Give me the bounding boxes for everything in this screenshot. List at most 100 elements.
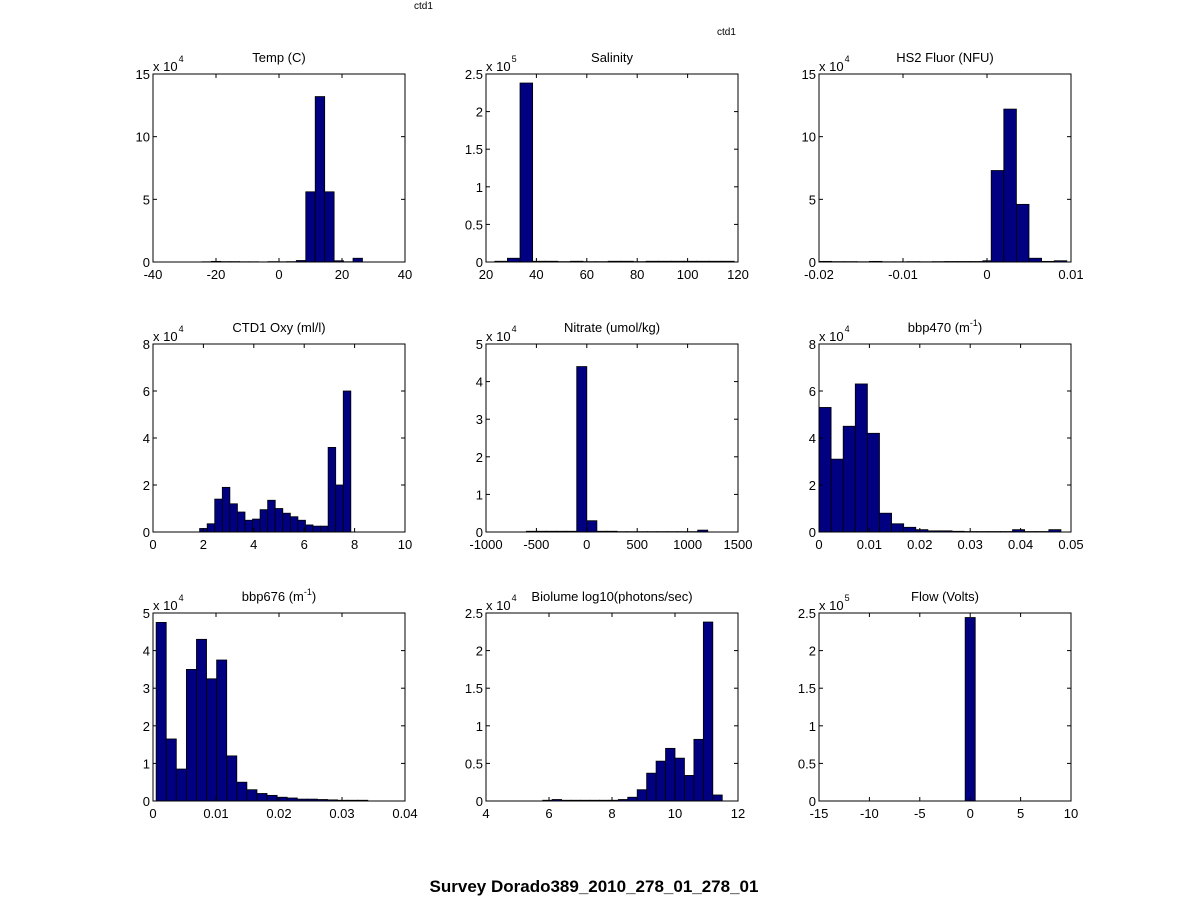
histogram-bar (842, 425, 856, 533)
histogram-bar (305, 524, 314, 533)
x-tick-label: 0 (815, 537, 822, 552)
y-tick-label: 0 (476, 525, 483, 540)
y-tick-label: 0.5 (465, 217, 483, 232)
chart-title: Nitrate (umol/kg) (564, 320, 660, 335)
x-tick-label: 0 (275, 267, 282, 282)
chart-title-text: HS2 Fluor (NFU) (896, 50, 994, 65)
x-tick-label: 60 (580, 267, 594, 282)
histogram-bar (576, 366, 588, 533)
chart-title: HS2 Fluor (NFU) (896, 50, 994, 65)
histogram-bar (702, 621, 714, 802)
y-tick-label: 0.5 (465, 756, 483, 771)
histogram-bar (627, 796, 638, 802)
y-axis-exponent: x 104 (819, 54, 850, 74)
y-tick-label: 0 (143, 525, 150, 540)
histogram-bar (206, 678, 218, 802)
histogram-bar (335, 484, 344, 533)
chart-title-text: Nitrate (umol/kg) (564, 320, 660, 335)
y-tick-label: 1.5 (798, 681, 816, 696)
axes-box (485, 343, 739, 533)
y-tick-label: 2.5 (465, 67, 483, 82)
y-tick-label: 0 (143, 255, 150, 270)
y-tick-label: 2 (476, 105, 483, 120)
chart-title: Biolume log10(photons/sec) (531, 589, 692, 604)
axes-box (485, 73, 739, 263)
x-tick-label: 8 (608, 806, 615, 821)
figure-tag-top: ctd1 (414, 1, 433, 12)
x-tick-label: -0.01 (888, 267, 918, 282)
histogram-bar (674, 757, 685, 802)
chart-title: Salinity (591, 50, 633, 65)
histogram-bar (352, 257, 363, 263)
y-tick-label: 6 (143, 384, 150, 399)
y-tick-label: 0 (476, 255, 483, 270)
x-tick-label: -0.02 (804, 267, 834, 282)
y-tick-label: 8 (143, 337, 150, 352)
histogram-bar (305, 191, 316, 263)
x-tick-label: 0.03 (329, 806, 354, 821)
y-tick-label: 1 (476, 180, 483, 195)
y-axis-exponent-power: 4 (179, 54, 184, 64)
chart-title: CTD1 Oxy (ml/l) (232, 320, 325, 335)
y-axis-exponent-power: 4 (179, 593, 184, 603)
x-tick-label: 0 (983, 267, 990, 282)
y-tick-label: 4 (143, 644, 150, 659)
y-axis-exponent: x 105 (486, 54, 517, 74)
chart-title-superscript: -1 (970, 318, 978, 328)
histogram-bar (665, 747, 676, 802)
y-tick-label: 15 (136, 67, 150, 82)
axes-box (818, 73, 1072, 263)
chart-title: Temp (C) (252, 50, 305, 65)
histogram-bar (175, 768, 187, 802)
y-tick-label: 0 (809, 525, 816, 540)
histogram-bar (216, 659, 228, 802)
x-tick-label: 100 (677, 267, 699, 282)
chart-title-text: Biolume log10(photons/sec) (531, 589, 692, 604)
chart-title-text: CTD1 Oxy (ml/l) (232, 320, 325, 335)
x-tick-label: 80 (630, 267, 644, 282)
y-tick-label: 2 (143, 478, 150, 493)
y-axis-exponent: x 104 (819, 324, 850, 344)
histogram-bar (646, 772, 657, 802)
y-tick-label: 1 (476, 487, 483, 502)
figure-title: Survey Dorado389_2010_278_01_278_01 (430, 877, 759, 896)
x-tick-label: 6 (545, 806, 552, 821)
histogram-bar (327, 446, 337, 533)
x-tick-label: -40 (144, 267, 163, 282)
histogram-bar (854, 383, 868, 533)
y-tick-label: 4 (809, 431, 816, 446)
y-tick-label: 0 (143, 794, 150, 809)
x-tick-label: 20 (335, 267, 349, 282)
histogram-bar (1028, 257, 1043, 263)
x-tick-label: 10 (398, 537, 412, 552)
chart-title-close: ) (978, 320, 982, 335)
x-tick-label: 0.03 (958, 537, 983, 552)
chart-panel-5: -1000 -500 0 500 1000 1500 0 1 2 3 4 5x 104 Nitrate … (469, 320, 752, 552)
histogram-bar (165, 738, 177, 802)
histogram-bar (206, 523, 216, 533)
chart-title-close: ) (312, 589, 316, 604)
chart-panel-9: -15 -10 -5 0 5 10 0 0.5 1 1.5 2 2.5x 105 Flow (Volts… (798, 589, 1078, 821)
y-axis-exponent-power: 4 (845, 324, 850, 334)
y-tick-label: 2.5 (465, 606, 483, 621)
histogram-bar (693, 738, 704, 802)
histogram-bar (818, 407, 832, 533)
y-axis-exponent-power: 4 (845, 54, 850, 64)
x-tick-label: 1000 (673, 537, 702, 552)
axes-box (818, 612, 1072, 802)
histogram-bar (712, 794, 723, 802)
x-tick-label: 4 (482, 806, 489, 821)
x-tick-label: 40 (398, 267, 412, 282)
y-tick-label: 2 (143, 719, 150, 734)
x-tick-label: 0.04 (1008, 537, 1033, 552)
x-tick-label: 8 (351, 537, 358, 552)
histogram-bar (1003, 108, 1017, 263)
y-tick-label: 10 (136, 130, 150, 145)
x-tick-label: 0 (967, 806, 974, 821)
histogram-bar (324, 191, 335, 263)
x-tick-label: -5 (914, 806, 926, 821)
histogram-bar (312, 525, 321, 533)
y-tick-label: 1 (143, 756, 150, 771)
x-tick-label: 2 (200, 537, 207, 552)
